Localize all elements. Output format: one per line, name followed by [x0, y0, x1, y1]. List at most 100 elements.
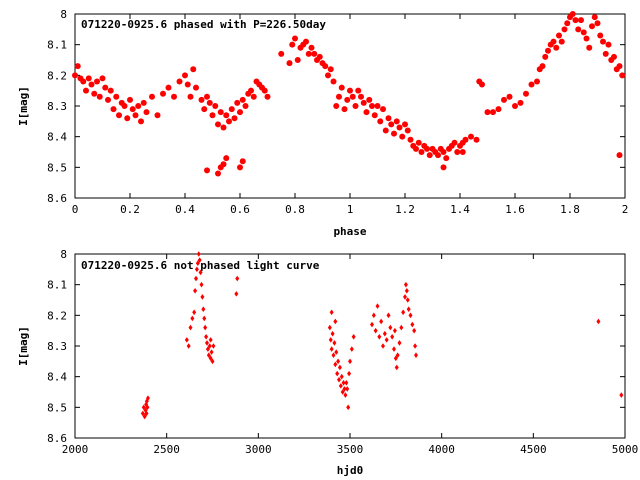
x-tick-label: 5000 [612, 443, 639, 456]
data-point [578, 17, 584, 24]
data-point [346, 404, 351, 411]
x-tick-label: 0.4 [175, 203, 195, 216]
data-point [344, 96, 351, 103]
x-tick-label: 0 [72, 203, 79, 216]
data-point [358, 93, 364, 100]
data-point [308, 44, 315, 51]
data-point [228, 106, 235, 113]
phased-light-curve-panel: 071220-0925.6 phased with P=226.50day ph… [17, 8, 628, 238]
y-tick-label: 8.1 [47, 279, 67, 292]
data-point [395, 352, 400, 358]
data-point [182, 72, 188, 79]
data-point [343, 392, 348, 398]
x-tick-label: 4500 [520, 443, 547, 456]
data-point [443, 155, 450, 162]
data-point [405, 297, 410, 303]
data-points [72, 11, 626, 177]
data-point [337, 376, 341, 383]
x-tick-label: 1.2 [395, 203, 415, 216]
data-point [208, 337, 213, 343]
data-point [451, 139, 458, 146]
data-point [226, 118, 232, 125]
data-point [96, 93, 103, 100]
data-point [569, 11, 576, 17]
data-point [336, 93, 342, 100]
data-point [208, 355, 213, 362]
data-point [223, 155, 230, 162]
data-point [220, 124, 227, 131]
y-tick-label: 8 [60, 248, 67, 261]
unphased-light-curve-panel: 071220-0925.6 not phased light curve hjd… [17, 248, 638, 477]
data-point [528, 81, 535, 88]
data-point [184, 81, 191, 88]
data-point [338, 383, 343, 389]
data-point [239, 96, 246, 103]
data-point [333, 361, 338, 368]
data-point [206, 99, 213, 106]
data-point [348, 358, 352, 365]
data-point [484, 109, 491, 116]
data-point [154, 112, 161, 119]
data-point [234, 291, 239, 297]
data-point [209, 112, 216, 119]
data-point [198, 269, 203, 276]
data-point [74, 63, 81, 70]
data-point [143, 407, 148, 414]
data-point [404, 288, 409, 294]
data-point [495, 106, 502, 113]
data-point [349, 93, 356, 100]
data-point [145, 404, 150, 411]
data-point [250, 93, 257, 100]
data-point [408, 312, 413, 319]
data-point [371, 112, 378, 119]
data-point [336, 358, 341, 365]
data-point [171, 93, 177, 100]
data-point [334, 349, 339, 355]
data-point [138, 118, 144, 125]
data-point [160, 90, 166, 97]
y-tick-label: 8.1 [47, 39, 67, 52]
data-point [553, 44, 560, 51]
data-point [366, 96, 373, 103]
x-tick-label: 0.8 [285, 203, 305, 216]
data-point [393, 355, 398, 362]
data-point [370, 321, 374, 328]
data-point [193, 84, 199, 91]
data-point [195, 260, 200, 266]
data-point [199, 281, 204, 288]
data-point [490, 109, 496, 116]
data-point [388, 121, 395, 128]
data-point [619, 392, 624, 398]
data-point [206, 352, 211, 358]
data-point [127, 96, 133, 103]
data-point [616, 152, 623, 159]
data-point [194, 266, 199, 273]
data-point [322, 63, 329, 70]
data-point [418, 149, 425, 155]
data-point [196, 251, 201, 257]
data-point [352, 103, 359, 109]
data-point [223, 112, 230, 119]
data-point [550, 38, 557, 45]
data-point [202, 315, 207, 322]
data-point [539, 63, 546, 70]
data-point [407, 136, 414, 143]
data-point [261, 87, 268, 94]
data-point [575, 26, 582, 33]
data-point [144, 410, 149, 417]
data-point [347, 370, 352, 377]
data-point [583, 35, 590, 42]
data-point [248, 87, 254, 94]
axis-tick-labels: 0 0.2 0.4 0.6 0.8 1 1.2 1.4 1.6 1.8 2 8 8.1 8.2 8.3 8.4… [47, 8, 628, 216]
x-tick-label: 0.6 [230, 203, 250, 216]
data-point [207, 343, 212, 349]
y-tick-label: 8.5 [47, 401, 67, 414]
data-point [217, 109, 224, 116]
data-point [116, 112, 122, 119]
data-point [220, 161, 227, 168]
axis-ticks [74, 253, 626, 439]
data-point [349, 346, 354, 352]
data-point [597, 32, 604, 39]
data-point [561, 26, 568, 33]
data-point [289, 41, 296, 48]
